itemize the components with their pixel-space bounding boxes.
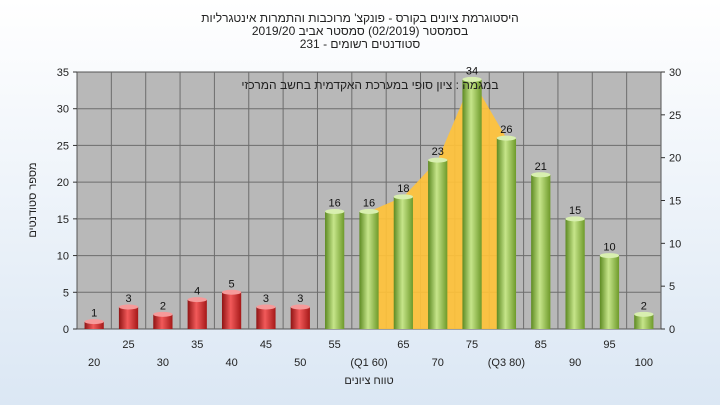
data-label: 3 — [297, 293, 303, 305]
y2-tick-label: 10 — [669, 238, 681, 250]
y-tick-label: 25 — [57, 140, 69, 152]
x-tick-label: 75 — [466, 339, 478, 351]
bar — [359, 211, 379, 329]
bar-cap — [531, 172, 551, 178]
bar-cap — [462, 76, 482, 82]
x-tick-label: 45 — [260, 339, 272, 351]
bar — [634, 314, 654, 329]
bar-cap — [84, 319, 104, 325]
bar-cap — [256, 304, 276, 310]
x-axis-ticks: 20 25 30 35 40 45 50 55 (Q1 60) 65 70 75 (Q3 80) 85 90… — [88, 339, 653, 369]
bar — [393, 196, 413, 329]
data-label: 10 — [603, 242, 615, 254]
x-tick-label: 90 — [569, 357, 581, 369]
bar — [221, 292, 242, 329]
y-tick-label: 15 — [57, 214, 69, 226]
bar-cap — [428, 157, 448, 163]
data-label: 21 — [535, 161, 547, 173]
y2-tick-label: 25 — [669, 110, 681, 122]
bar-cap — [290, 304, 310, 310]
bar — [118, 306, 139, 329]
y-tick-label: 30 — [57, 104, 69, 116]
x-tick-label: 85 — [535, 339, 547, 351]
x-tick-label: 70 — [432, 357, 444, 369]
bar-cap — [187, 297, 207, 303]
bar-cap — [634, 311, 654, 317]
data-label: 23 — [432, 146, 444, 158]
bar-cap — [496, 135, 517, 141]
bar-cap — [393, 194, 413, 200]
bar — [496, 138, 517, 329]
bar-cap — [221, 289, 242, 295]
y-tick-label: 35 — [57, 67, 69, 79]
data-label: 5 — [229, 278, 235, 290]
bar-cap — [565, 216, 585, 222]
data-label: 15 — [569, 205, 581, 217]
bar — [84, 321, 104, 329]
data-label: 2 — [160, 300, 166, 312]
bar-cap — [325, 209, 345, 215]
y-tick-label: 10 — [57, 251, 69, 263]
bar — [428, 160, 448, 329]
x-tick-label: 25 — [122, 339, 134, 351]
x-tick-label: 50 — [294, 357, 306, 369]
data-label: 18 — [397, 183, 409, 195]
y-axis-ticks: 0 5 10 15 20 25 30 35 — [57, 67, 77, 336]
bar — [531, 174, 551, 329]
chart-title-line-3: סטודנטים רשומים - 231 — [300, 37, 421, 51]
x-tick-label: (Q1 60) — [350, 357, 387, 369]
x-tick-label: (Q3 80) — [488, 357, 525, 369]
chart-title-line-1: היסטוגרמת ציונים בקורס - פונקצ' מרוכבות … — [201, 11, 519, 25]
data-labels: 1 3 2 4 5 3 3 16 16 18 23 34 26 21 15 10 2 — [91, 65, 647, 319]
y-axis-title: מספר סטודנטים — [27, 162, 39, 237]
data-label: 4 — [194, 286, 200, 298]
bar-cap — [599, 253, 620, 259]
data-label: 3 — [263, 293, 269, 305]
bar — [187, 299, 207, 329]
data-label: 1 — [91, 308, 97, 320]
bar — [325, 211, 345, 329]
x-tick-label: 30 — [157, 357, 169, 369]
bar-cap — [153, 311, 173, 317]
y-tick-label: 20 — [57, 177, 69, 189]
x-tick-label: 55 — [329, 339, 341, 351]
x-tick-label: 20 — [88, 357, 100, 369]
data-label: 34 — [466, 65, 478, 77]
bar — [462, 79, 482, 329]
data-label: 16 — [329, 198, 341, 210]
bar — [256, 306, 276, 329]
data-label: 3 — [125, 293, 131, 305]
chart-annotation: במגמה : ציון סופי במערכת האקדמית בחשב המ… — [241, 78, 498, 92]
x-tick-label: 35 — [191, 339, 203, 351]
data-label: 26 — [500, 124, 512, 136]
y2-tick-label: 20 — [669, 153, 681, 165]
y2-tick-label: 30 — [669, 67, 681, 79]
data-label: 2 — [641, 300, 647, 312]
x-axis-title: טווח ציונים — [344, 375, 393, 387]
y2-tick-label: 0 — [669, 324, 675, 336]
x-tick-label: 40 — [225, 357, 237, 369]
bar — [599, 255, 620, 329]
data-label: 16 — [363, 198, 375, 210]
y2-tick-label: 15 — [669, 196, 681, 208]
y2-axis-ticks: 0 5 10 15 20 25 30 — [661, 67, 681, 336]
bar-cap — [118, 304, 139, 310]
x-tick-label: 100 — [635, 357, 653, 369]
y2-tick-label: 5 — [669, 281, 675, 293]
y-tick-label: 5 — [63, 287, 69, 299]
bar — [153, 314, 173, 329]
x-tick-label: 65 — [397, 339, 409, 351]
bar — [290, 306, 310, 329]
x-tick-label: 95 — [603, 339, 615, 351]
bar-cap — [359, 209, 379, 215]
chart-title-line-2: בסמסטר (02/2019) סמסטר אביב 2019/20 — [252, 24, 468, 38]
bars — [84, 76, 654, 329]
bar — [565, 218, 585, 329]
y-tick-label: 0 — [63, 324, 69, 336]
